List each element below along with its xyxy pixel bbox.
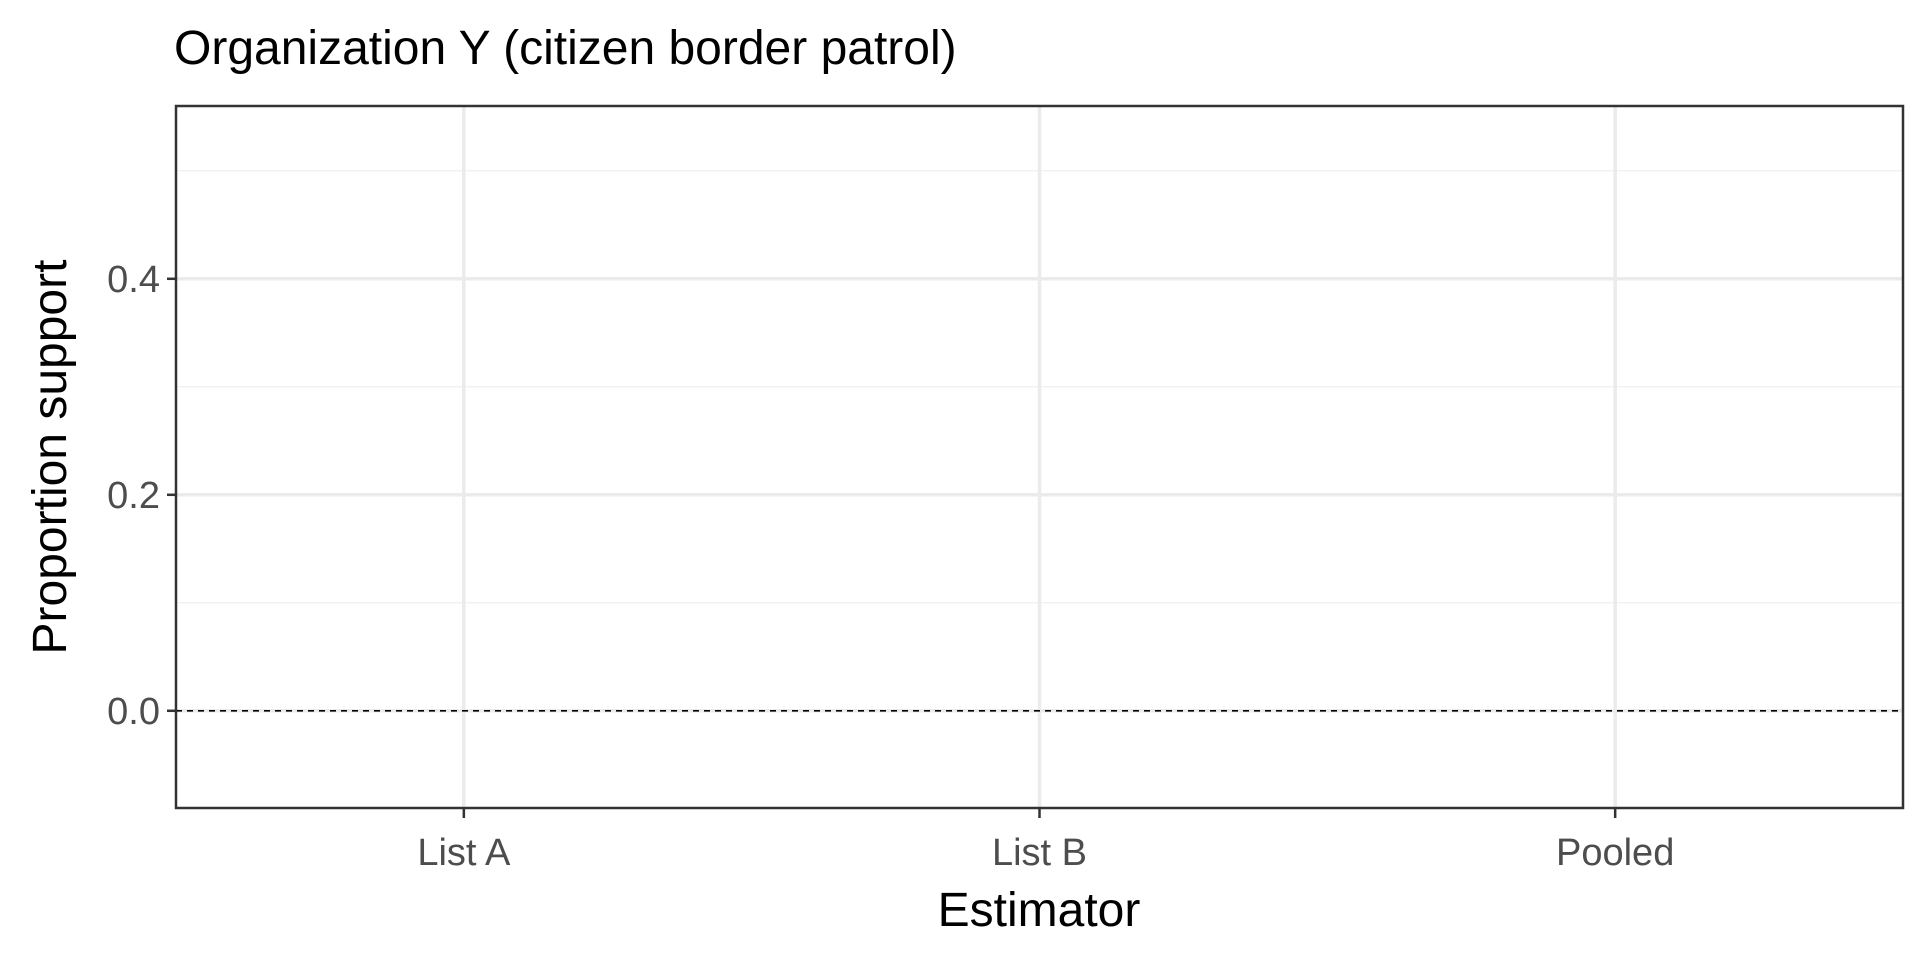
- y-tick-label: 0.2: [107, 475, 160, 517]
- x-tick-label: List B: [992, 832, 1087, 874]
- plot-panel: 0.0 0.2 0.4 List A List B Pooled: [107, 104, 1905, 874]
- x-tick-label: Pooled: [1556, 832, 1674, 874]
- y-tick-label: 0.0: [107, 691, 160, 733]
- chart-title: Organization Y (citizen border patrol): [174, 22, 957, 75]
- y-tick-label: 0.4: [107, 259, 160, 301]
- y-axis-title: Proportion support: [24, 260, 77, 655]
- x-axis-title: Estimator: [938, 884, 1141, 937]
- x-tick-label: List A: [417, 832, 511, 874]
